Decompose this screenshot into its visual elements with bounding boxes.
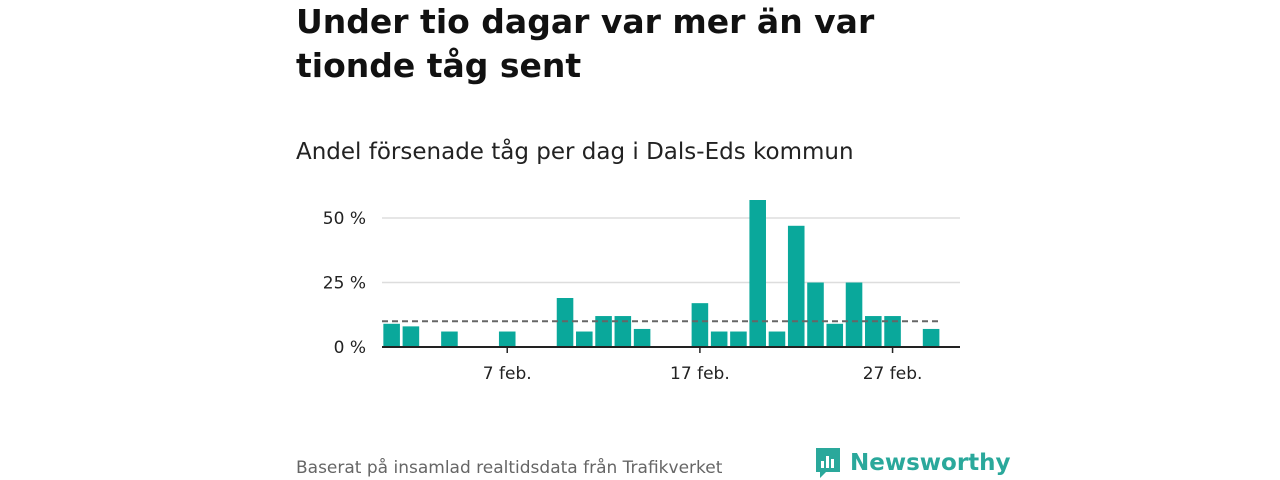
bar — [730, 331, 747, 347]
bar — [576, 331, 593, 347]
bar — [845, 282, 863, 347]
bar — [402, 326, 420, 347]
bar — [383, 323, 400, 347]
x-tick-label: 17 feb. — [670, 364, 730, 384]
bar — [826, 323, 844, 347]
bar — [595, 316, 612, 347]
source-note: Baserat på insamlad realtidsdata från Tr… — [296, 458, 723, 478]
bar — [614, 316, 632, 347]
x-tick-label: 7 feb. — [483, 364, 532, 384]
y-tick-label: 0 % — [334, 338, 366, 358]
brand-logo: Newsworthy — [814, 446, 1011, 480]
bar — [710, 331, 728, 347]
bar — [768, 331, 786, 347]
bar — [556, 298, 574, 347]
bar — [498, 331, 516, 347]
bar — [807, 282, 824, 347]
y-tick-label: 25 % — [323, 274, 366, 294]
bar — [787, 225, 805, 347]
brand-name: Newsworthy — [850, 450, 1011, 476]
bar — [922, 328, 940, 347]
bar — [749, 200, 766, 347]
chart-subtitle: Andel försenade tåg per dag i Dals-Eds k… — [296, 139, 854, 165]
bar-chart: 0 % 25 % 50 % 7 feb. 17 feb. 27 feb. — [323, 200, 960, 384]
bar — [633, 328, 651, 347]
chart-title: Under tio dagar var mer än var tionde tå… — [296, 2, 875, 85]
y-tick-label: 50 % — [323, 209, 366, 229]
x-tick-label: 27 feb. — [863, 364, 923, 384]
newsworthy-logo-icon — [816, 448, 840, 478]
bar — [865, 316, 882, 347]
bar — [884, 316, 901, 347]
bar — [441, 331, 458, 347]
bar — [691, 303, 709, 347]
